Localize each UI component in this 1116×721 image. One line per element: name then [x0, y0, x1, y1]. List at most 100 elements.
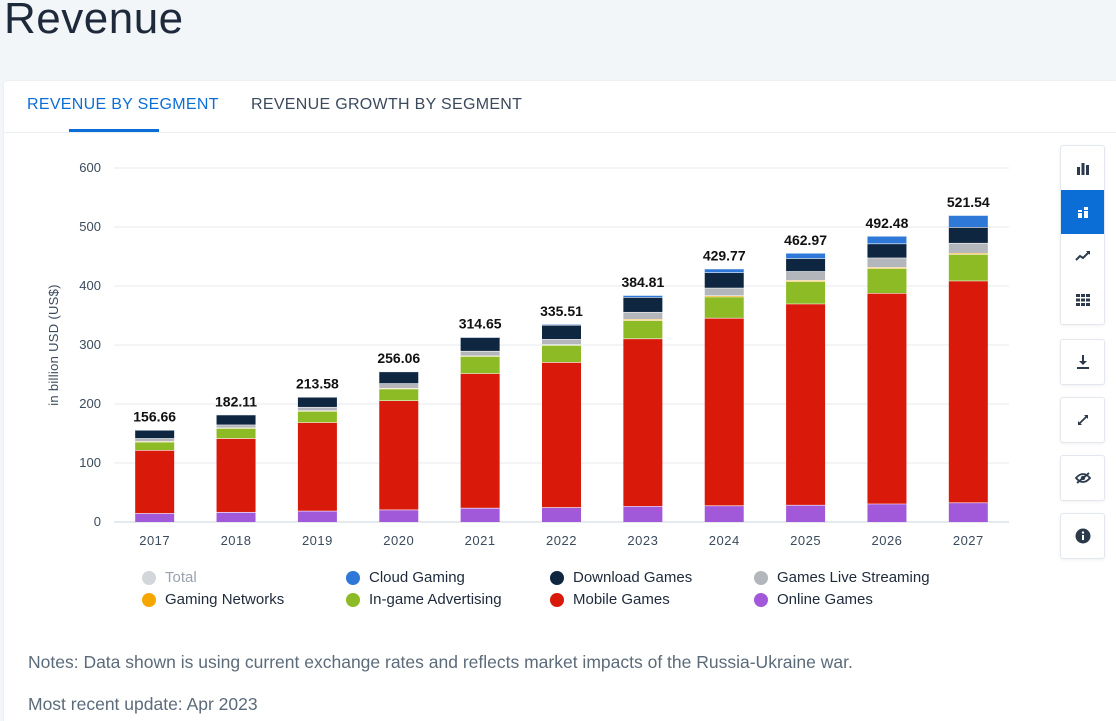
bar-segment-games-live-streaming[interactable]: [460, 350, 500, 356]
x-tick-label: 2022: [546, 533, 577, 548]
bar-segment-cloud-gaming[interactable]: [948, 215, 988, 227]
bar-segment-online-games[interactable]: [623, 506, 663, 522]
legend-item-download-games[interactable]: Download Games: [550, 569, 692, 586]
bar-segment-in-game-advertising[interactable]: [460, 356, 500, 374]
bar-segment-online-games[interactable]: [297, 510, 337, 522]
bar-segment-in-game-advertising[interactable]: [623, 320, 663, 339]
legend-item-gaming-networks[interactable]: Gaming Networks: [142, 591, 284, 608]
bar-segment-mobile-games[interactable]: [297, 422, 337, 511]
bar-segment-download-games[interactable]: [786, 258, 826, 272]
legend-label: Total: [165, 569, 197, 586]
bar-segment-online-games[interactable]: [948, 502, 988, 522]
bar-segment-in-game-advertising[interactable]: [216, 428, 256, 439]
bar-segment-download-games[interactable]: [379, 371, 419, 384]
bar-segment-mobile-games[interactable]: [379, 400, 419, 510]
bar-segment-online-games[interactable]: [460, 507, 500, 522]
bar-total-label: 492.48: [866, 215, 909, 231]
bar-segment-download-games[interactable]: [216, 414, 256, 425]
bar-segment-download-games[interactable]: [867, 243, 907, 258]
info-group: [1060, 513, 1105, 559]
bar-segment-in-game-advertising[interactable]: [379, 388, 419, 401]
bar-segment-games-live-streaming[interactable]: [297, 406, 337, 411]
bar-segment-in-game-advertising[interactable]: [948, 254, 988, 281]
bar-segment-online-games[interactable]: [135, 513, 175, 522]
bar-segment-online-games[interactable]: [216, 511, 256, 522]
tab-revenue-by-segment[interactable]: REVENUE BY SEGMENT: [27, 96, 219, 113]
bar-segment-download-games[interactable]: [460, 337, 500, 351]
bar-segment-online-games[interactable]: [867, 503, 907, 522]
bar-segment-online-games[interactable]: [542, 507, 581, 522]
bar-segment-games-live-streaming[interactable]: [542, 339, 581, 345]
bar-segment-in-game-advertising[interactable]: [542, 345, 581, 363]
bar-segment-mobile-games[interactable]: [216, 438, 256, 512]
fullscreen-icon[interactable]: [1061, 398, 1104, 442]
download-icon[interactable]: [1061, 340, 1104, 384]
bar-segment-mobile-games[interactable]: [135, 450, 175, 514]
bar-segment-mobile-games[interactable]: [948, 280, 988, 503]
bar-segment-download-games[interactable]: [297, 396, 337, 407]
bar-segment-download-games[interactable]: [542, 324, 581, 340]
bar-total-label: 462.97: [784, 232, 827, 248]
x-tick-label: 2021: [465, 533, 496, 548]
legend-dot: [346, 592, 360, 607]
bar-segment-cloud-gaming[interactable]: [704, 268, 744, 273]
legend-label: Online Games: [777, 591, 873, 608]
bar-segment-mobile-games[interactable]: [786, 303, 826, 505]
y-tick-label: 200: [79, 396, 101, 411]
x-tick-label: 2023: [627, 533, 658, 548]
legend-item-mobile-games[interactable]: Mobile Games: [550, 591, 670, 608]
tab-revenue-growth-by-segment[interactable]: REVENUE GROWTH BY SEGMENT: [251, 96, 523, 113]
bar-segment-download-games[interactable]: [623, 297, 663, 312]
x-tick-label: 2024: [709, 533, 740, 548]
bar-segment-mobile-games[interactable]: [623, 338, 663, 507]
chart-notes: Notes: Data shown is using current excha…: [28, 652, 853, 672]
bar-segment-online-games[interactable]: [704, 505, 744, 522]
x-tick-label: 2018: [221, 533, 252, 548]
bar-segment-games-live-streaming[interactable]: [135, 438, 175, 442]
legend-item-cloud-gaming[interactable]: Cloud Gaming: [346, 569, 465, 586]
line-chart-icon[interactable]: [1061, 234, 1104, 278]
legend-item-total[interactable]: Total: [142, 569, 197, 586]
bar-segment-download-games[interactable]: [704, 272, 744, 288]
bar-segment-games-live-streaming[interactable]: [216, 424, 256, 428]
bar-segment-online-games[interactable]: [786, 504, 826, 522]
bar-segment-in-game-advertising[interactable]: [867, 268, 907, 294]
bar-segment-games-live-streaming[interactable]: [379, 383, 419, 389]
x-tick-label: 2025: [790, 533, 821, 548]
bar-segment-in-game-advertising[interactable]: [135, 441, 175, 451]
bar-segment-in-game-advertising[interactable]: [297, 411, 337, 423]
bar-segment-games-live-streaming[interactable]: [704, 287, 744, 296]
legend-dot: [754, 570, 768, 585]
bar-segment-mobile-games[interactable]: [704, 317, 744, 506]
page-title: Revenue: [4, 0, 184, 43]
bar-segment-games-live-streaming[interactable]: [786, 271, 826, 281]
table-icon[interactable]: [1061, 278, 1104, 322]
stacked-bar-icon[interactable]: [1061, 190, 1104, 234]
x-tick-label: 2017: [139, 533, 170, 548]
legend-item-online-games[interactable]: Online Games: [754, 591, 873, 608]
legend-item-in-game-advertising[interactable]: In-game Advertising: [346, 591, 502, 608]
bar-segment-online-games[interactable]: [379, 509, 419, 522]
bar-segment-mobile-games[interactable]: [867, 293, 907, 504]
hide-icon[interactable]: [1061, 456, 1104, 500]
legend-dot: [550, 570, 564, 585]
bar-total-label: 429.77: [703, 248, 746, 264]
legend-dot: [346, 570, 360, 585]
bar-segment-cloud-gaming[interactable]: [623, 295, 663, 298]
bar-segment-cloud-gaming[interactable]: [786, 252, 826, 259]
bar-segment-games-live-streaming[interactable]: [867, 257, 907, 268]
legend-item-games-live-streaming[interactable]: Games Live Streaming: [754, 569, 930, 586]
bar-segment-download-games[interactable]: [948, 227, 988, 243]
bar-segment-in-game-advertising[interactable]: [704, 296, 744, 318]
bar-segment-in-game-advertising[interactable]: [786, 281, 826, 304]
bar-total-label: 156.66: [133, 409, 176, 425]
bar-segment-games-live-streaming[interactable]: [623, 311, 663, 320]
bar-total-label: 182.11: [215, 393, 257, 409]
bar-segment-mobile-games[interactable]: [542, 362, 581, 508]
bar-segment-cloud-gaming[interactable]: [867, 235, 907, 244]
info-icon[interactable]: [1061, 514, 1104, 558]
bar-segment-download-games[interactable]: [135, 429, 175, 439]
bar-segment-games-live-streaming[interactable]: [948, 242, 988, 253]
bar-segment-mobile-games[interactable]: [460, 373, 500, 508]
bar-chart-icon[interactable]: [1061, 146, 1104, 190]
